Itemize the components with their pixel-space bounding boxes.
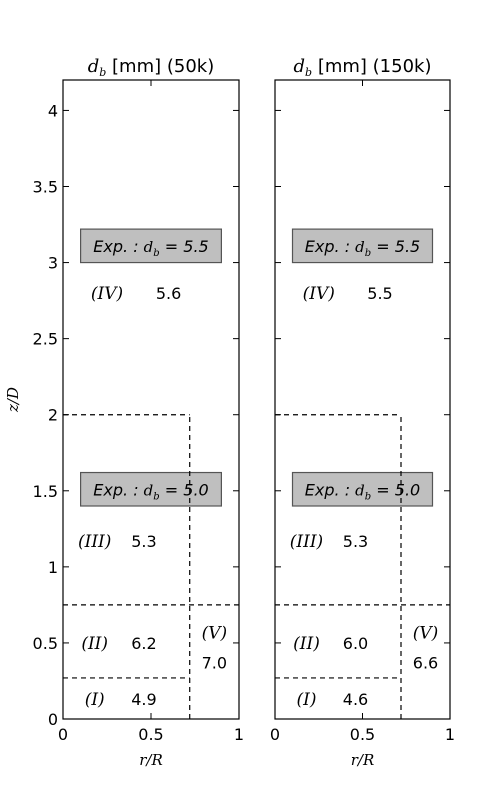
experiment-value: = 5.0 xyxy=(371,480,420,499)
region-label: (I) xyxy=(85,690,105,710)
region-value: 5.5 xyxy=(367,284,392,303)
y-tick-label: 0.5 xyxy=(33,634,58,653)
region-label: (I) xyxy=(297,690,317,710)
x-tick-label: 0.5 xyxy=(350,725,375,744)
experiment-label: Exp. : db = 5.5 xyxy=(93,237,208,259)
x-axis-label: r/R xyxy=(139,751,163,769)
chart-title: db [mm] (150k) xyxy=(294,56,432,79)
title-text: [mm] (150k) xyxy=(312,56,431,77)
experiment-prefix: Exp. : xyxy=(305,480,355,499)
region-label: (II) xyxy=(293,634,320,654)
experiment-variable: d xyxy=(355,238,365,256)
title-subscript: b xyxy=(305,66,312,79)
experiment-prefix: Exp. : xyxy=(93,237,143,256)
title-variable: d xyxy=(88,56,100,77)
x-axis-label: r/R xyxy=(351,751,375,769)
region-value: 6.6 xyxy=(413,654,438,673)
x-tick-label: 1 xyxy=(234,725,244,744)
title-text: [mm] (50k) xyxy=(106,56,214,77)
y-tick-label: 4 xyxy=(48,101,58,120)
y-tick-label: 3 xyxy=(48,254,58,273)
y-axis-label: z/D xyxy=(4,387,22,413)
region-label: (V) xyxy=(202,623,228,643)
experiment-label: Exp. : db = 5.5 xyxy=(305,237,420,259)
region-label: (V) xyxy=(413,623,439,643)
x-tick-label: 0 xyxy=(270,725,280,744)
x-tick-label: 0.5 xyxy=(138,725,163,744)
region-label: (IV) xyxy=(91,284,123,304)
chart-title: db [mm] (50k) xyxy=(88,56,215,79)
experiment-label: Exp. : db = 5.0 xyxy=(305,480,420,502)
title-variable: d xyxy=(294,56,306,77)
title-subscript: b xyxy=(99,66,106,79)
y-tick-label: 2.5 xyxy=(33,330,58,349)
experiment-value: = 5.0 xyxy=(160,480,209,499)
region-value: 5.3 xyxy=(343,532,368,551)
region-label: (II) xyxy=(81,634,108,654)
experiment-variable: d xyxy=(144,238,154,256)
region-value: 5.6 xyxy=(156,284,181,303)
region-value: 4.9 xyxy=(131,690,156,709)
region-value: 6.0 xyxy=(343,634,368,653)
y-tick-label: 0 xyxy=(48,710,58,729)
experiment-prefix: Exp. : xyxy=(305,237,355,256)
x-tick-label: 1 xyxy=(445,725,455,744)
region-value: 7.0 xyxy=(202,654,227,673)
region-label: (III) xyxy=(290,532,323,552)
region-value: 4.6 xyxy=(343,690,368,709)
region-value: 6.2 xyxy=(131,634,156,653)
y-tick-label: 1.5 xyxy=(33,482,58,501)
region-label: (IV) xyxy=(303,284,335,304)
region-label: (III) xyxy=(78,532,111,552)
experiment-variable: d xyxy=(355,481,365,499)
experiment-value: = 5.5 xyxy=(371,237,420,256)
y-tick-label: 2 xyxy=(48,406,58,425)
experiment-value: = 5.5 xyxy=(160,237,209,256)
experiment-label: Exp. : db = 5.0 xyxy=(93,480,208,502)
x-tick-label: 0 xyxy=(58,725,68,744)
experiment-variable: d xyxy=(144,481,154,499)
region-value: 5.3 xyxy=(131,532,156,551)
experiment-prefix: Exp. : xyxy=(93,480,143,499)
y-tick-label: 3.5 xyxy=(33,178,58,197)
y-tick-label: 1 xyxy=(48,558,58,577)
